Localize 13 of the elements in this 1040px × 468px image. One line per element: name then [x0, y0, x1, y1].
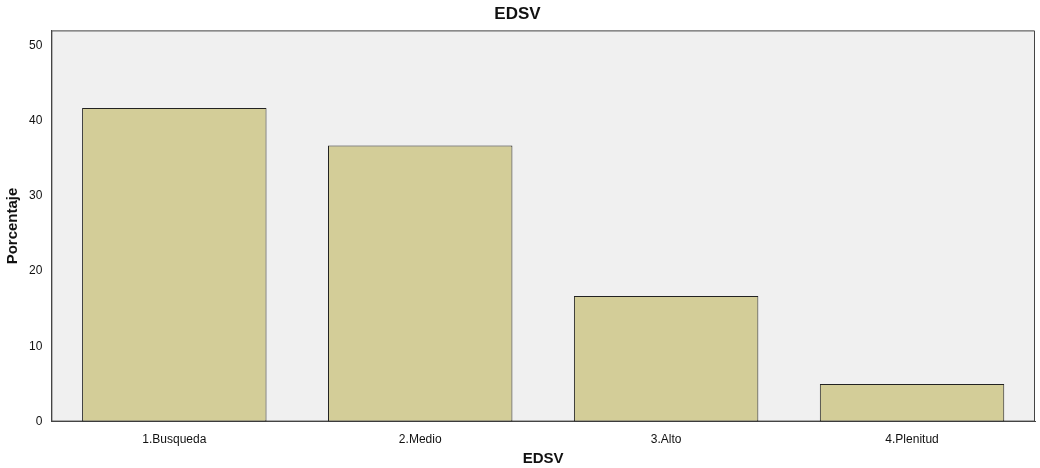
x-tick-label: 4.Plenitud — [885, 432, 939, 447]
y-tick-label: 20 — [28, 263, 43, 278]
y-axis-title: Porcentaje — [3, 187, 21, 265]
y-tick-label: 40 — [28, 112, 43, 127]
y-tick-label: 50 — [28, 37, 43, 52]
x-tick-label: 2.Medio — [398, 432, 442, 447]
x-axis-title: EDSV — [522, 449, 564, 467]
x-tick-label: 3.Alto — [650, 432, 682, 447]
y-tick-label: 0 — [35, 413, 43, 428]
y-tick-label: 10 — [28, 338, 43, 353]
chart-title: EDSV — [494, 3, 542, 23]
x-tick-label: 1.Busqueda — [142, 432, 207, 447]
y-tick-label: 30 — [28, 188, 43, 203]
